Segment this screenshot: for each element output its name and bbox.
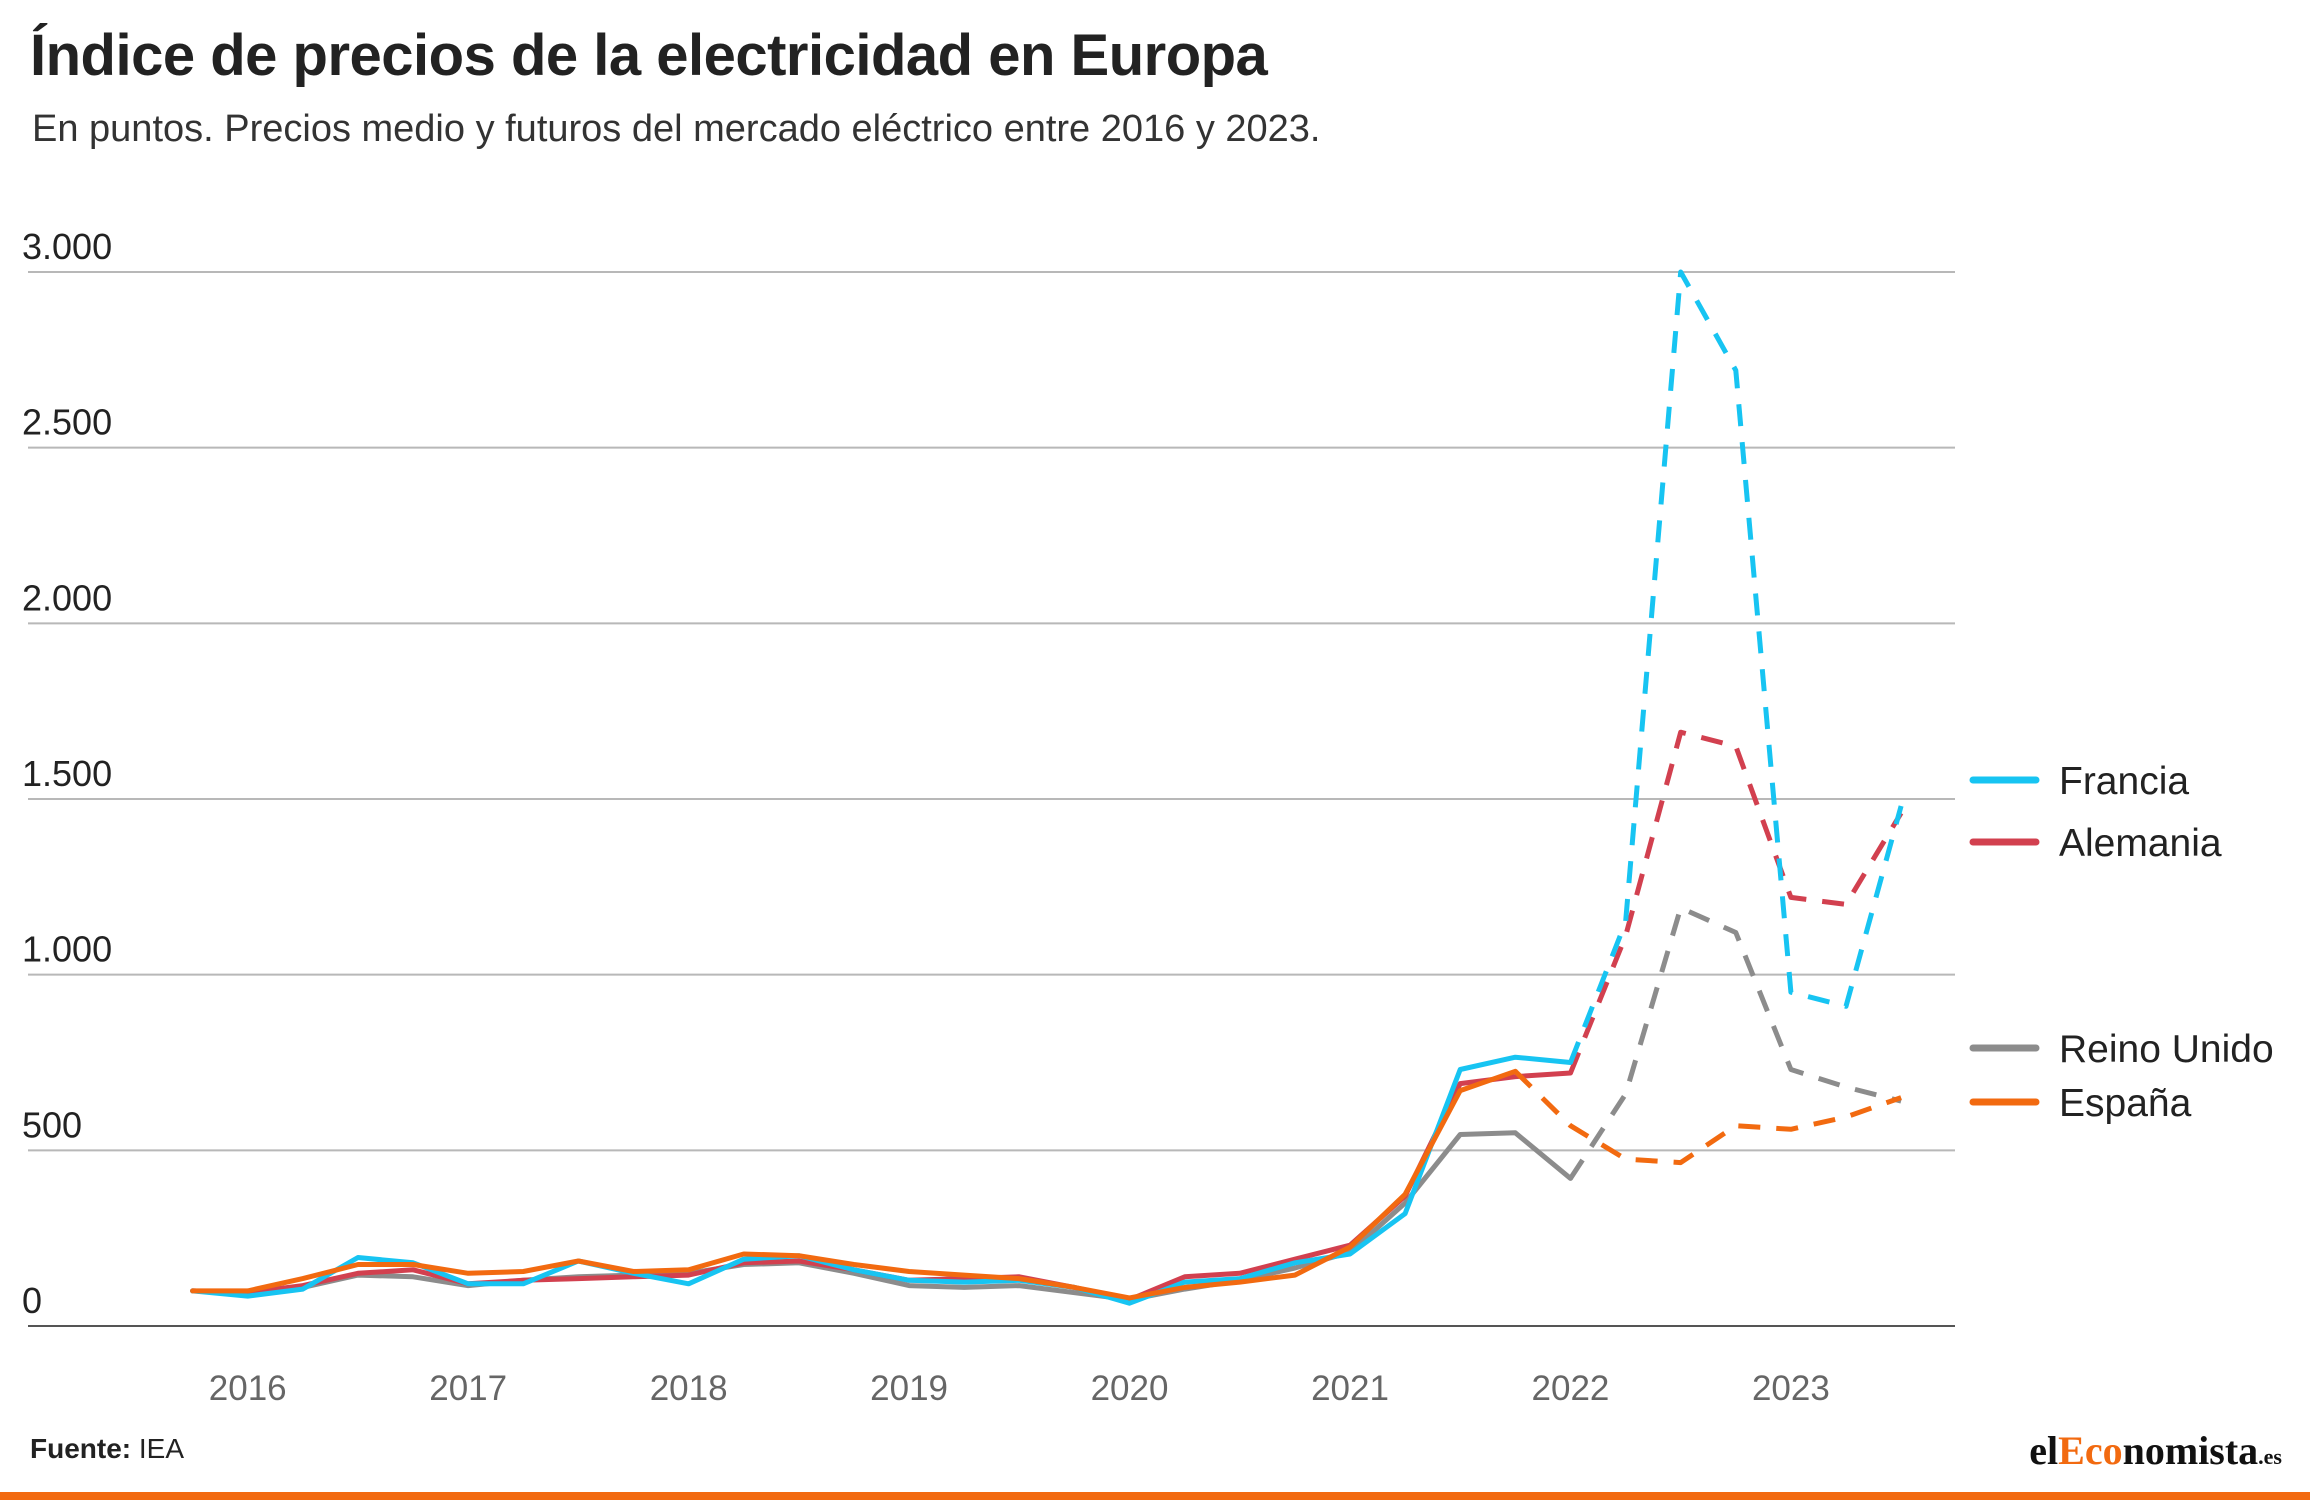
x-axis-ticks: 2016 2017 2018 2019 2020 2021 2022 2023 <box>209 1369 1830 1408</box>
y-tick-label: 3.000 <box>22 226 112 267</box>
x-tick-label: 2022 <box>1532 1369 1610 1408</box>
y-tick-label: 1.000 <box>22 929 112 970</box>
series-line <box>190 1068 1518 1301</box>
x-tick-label: 2018 <box>650 1369 728 1408</box>
y-tick-label: 500 <box>22 1104 82 1145</box>
series-forecast-line <box>1568 729 1904 1074</box>
y-tick-label: 0 <box>22 1280 42 1321</box>
chart-subtitle: En puntos. Precios medio y futuros del m… <box>32 108 1321 150</box>
x-tick-label: 2021 <box>1311 1369 1389 1408</box>
source-label: Fuente: <box>30 1433 132 1464</box>
x-tick-label: 2019 <box>870 1369 948 1408</box>
brand-logo: elEconomista.es <box>2029 1427 2282 1474</box>
y-tick-label: 1.500 <box>22 753 112 794</box>
legend-label: Alemania <box>2059 822 2222 865</box>
x-tick-label: 2023 <box>1752 1369 1830 1408</box>
series-lines <box>190 269 1904 1306</box>
x-tick-label: 2017 <box>429 1369 507 1408</box>
source-note: Fuente: IEA <box>30 1433 184 1465</box>
logo-accent: Eco <box>2058 1428 2123 1473</box>
source-value: IEA <box>138 1433 185 1464</box>
logo-prefix: el <box>2029 1428 2059 1473</box>
bottom-accent-bar <box>0 1492 2310 1500</box>
legend-label: España <box>2059 1082 2192 1125</box>
y-tick-label: 2.500 <box>22 402 112 443</box>
legend-label: Reino Unido <box>2059 1028 2274 1071</box>
gridlines <box>28 271 1955 1327</box>
x-tick-label: 2016 <box>209 1369 287 1408</box>
series-forecast-line <box>1568 269 1904 1064</box>
legend: Francia Alemania Reino Unido España <box>1969 760 2274 1125</box>
y-axis-ticks: 0 500 1.000 1.500 2.000 2.500 3.000 <box>22 226 112 1321</box>
y-tick-label: 2.000 <box>22 577 112 618</box>
series-forecast-line <box>1568 905 1902 1180</box>
x-tick-label: 2020 <box>1091 1369 1169 1408</box>
logo-rest: nomista <box>2122 1428 2259 1473</box>
logo-tld: .es <box>2258 1444 2282 1469</box>
series-forecast-line <box>1513 1069 1902 1166</box>
chart-title: Índice de precios de la electricidad en … <box>30 23 1268 88</box>
legend-label: Francia <box>2059 760 2189 803</box>
